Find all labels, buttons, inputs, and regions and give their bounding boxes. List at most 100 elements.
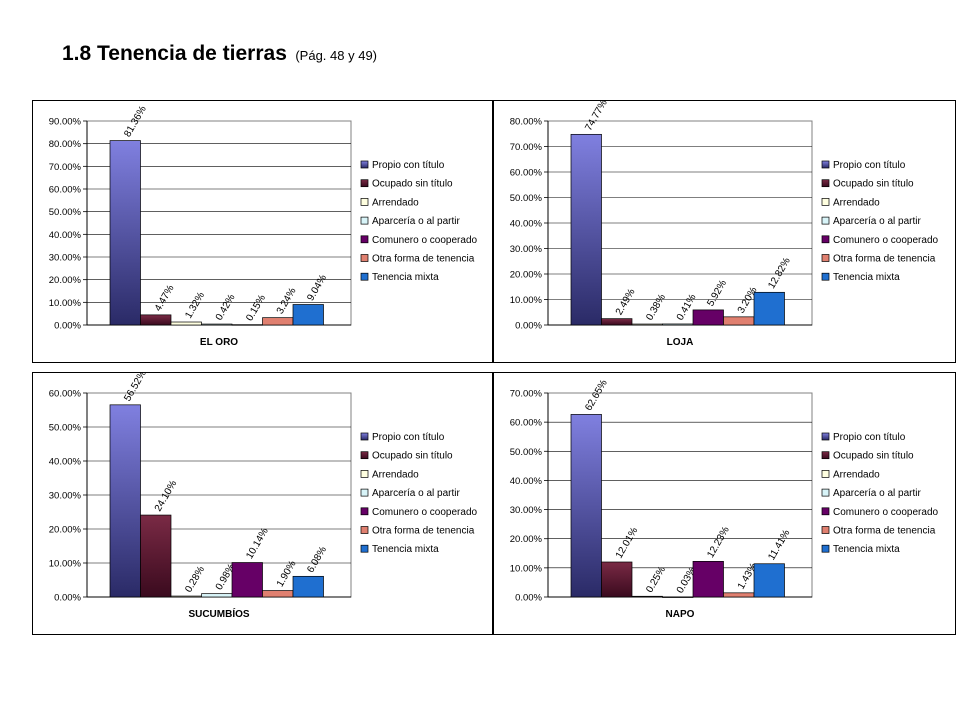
y-tick-label: 10.00% — [49, 298, 82, 309]
y-tick-label: 0.00% — [54, 593, 81, 604]
y-tick-label: 40.00% — [510, 219, 543, 230]
legend-swatch-mixta — [360, 544, 369, 553]
y-tick-label: 80.00% — [49, 139, 82, 150]
y-tick-label: 70.00% — [49, 162, 82, 173]
y-tick-label: 50.00% — [49, 423, 82, 434]
legend-label-arrendado: Arrendado — [833, 197, 880, 208]
legend-swatch-mixta — [821, 544, 830, 553]
legend-label-otra: Otra forma de tenencia — [372, 254, 475, 265]
x-axis-label: NAPO — [666, 609, 695, 620]
bar-arrendado — [631, 323, 663, 326]
legend-swatch-comunero — [360, 507, 369, 516]
legend-swatch-aparceria — [360, 216, 369, 225]
bar-comunero — [231, 324, 263, 326]
legend-swatch-comunero — [821, 235, 830, 244]
bar-aparceria — [662, 596, 694, 598]
legend-label-arrendado: Arrendado — [833, 469, 880, 480]
bar-propio — [570, 414, 602, 598]
legend-label-ocupado: Ocupado sin título — [833, 179, 914, 190]
chart-panel-loja: 0.00% 10.00% 20.00% 30.00% 40.00% 50.00% 60.00… — [493, 100, 956, 363]
legend-label-ocupado: Ocupado sin título — [372, 451, 453, 462]
legend-label-arrendado: Arrendado — [372, 469, 419, 480]
legend-swatch-otra — [821, 526, 830, 534]
bar-mixta — [292, 304, 324, 326]
bar-otra — [723, 592, 755, 598]
legend-label-comunero: Comunero o cooperado — [833, 507, 939, 518]
bar-arrendado — [170, 321, 202, 326]
page-title-text: 1.8 Tenencia de tierras — [62, 42, 287, 65]
legend-swatch-propio — [821, 160, 830, 169]
chart-el-oro: 0.00% 10.00% 20.00% 30.00% 40.00% 50.00% 60.00… — [49, 104, 478, 348]
legend-label-propio: Propio con título — [833, 160, 906, 171]
legend-label-mixta: Tenencia mixta — [372, 272, 439, 283]
legend-swatch-aparceria — [360, 488, 369, 497]
chart-loja: 0.00% 10.00% 20.00% 30.00% 40.00% 50.00% 60.00… — [510, 101, 939, 348]
legend-swatch-mixta — [360, 272, 369, 281]
legend-swatch-propio — [360, 432, 369, 441]
y-tick-label: 40.00% — [510, 476, 543, 487]
y-tick-label: 10.00% — [510, 295, 543, 306]
bar-arrendado — [170, 595, 202, 598]
y-tick-label: 70.00% — [510, 142, 543, 153]
y-tick-label: 50.00% — [510, 193, 543, 204]
legend-label-ocupado: Ocupado sin título — [833, 451, 914, 462]
y-tick-label: 20.00% — [510, 270, 543, 281]
y-tick-label: 60.00% — [49, 389, 82, 400]
legend-label-aparceria: Aparcería o al partir — [833, 488, 921, 499]
x-axis-label: SUCUMBÍOS — [188, 607, 249, 620]
bar-propio — [109, 140, 141, 326]
legend-swatch-arrendado — [821, 198, 830, 206]
bar-ocupado — [601, 318, 633, 326]
legend-label-propio: Propio con título — [372, 160, 445, 171]
y-tick-label: 30.00% — [49, 491, 82, 502]
y-tick-label: 10.00% — [49, 559, 82, 570]
bar-ocupado — [601, 561, 633, 598]
y-tick-label: 30.00% — [49, 253, 82, 264]
legend-swatch-arrendado — [360, 198, 369, 206]
y-tick-label: 0.00% — [54, 321, 81, 332]
bar-comunero — [692, 561, 724, 598]
legend-swatch-otra — [821, 254, 830, 262]
legend-label-propio: Propio con título — [372, 432, 445, 443]
y-tick-label: 50.00% — [510, 447, 543, 458]
y-tick-label: 40.00% — [49, 230, 82, 241]
legend-swatch-ocupado — [360, 179, 369, 188]
y-tick-label: 20.00% — [510, 534, 543, 545]
y-tick-label: 60.00% — [49, 185, 82, 196]
legend-swatch-comunero — [821, 507, 830, 516]
legend-label-arrendado: Arrendado — [372, 197, 419, 208]
legend-label-mixta: Tenencia mixta — [833, 272, 900, 283]
legend-label-mixta: Tenencia mixta — [833, 544, 900, 555]
bar-otra — [723, 316, 755, 326]
bar-aparceria — [662, 323, 694, 326]
legend-label-otra: Otra forma de tenencia — [833, 254, 936, 265]
y-tick-label: 40.00% — [49, 457, 82, 468]
bar-comunero — [692, 309, 724, 326]
y-tick-label: 20.00% — [49, 525, 82, 536]
y-tick-label: 0.00% — [515, 321, 542, 332]
bar-arrendado — [631, 595, 663, 598]
bar-otra — [262, 590, 294, 598]
bar-otra — [262, 317, 294, 326]
legend-label-comunero: Comunero o cooperado — [833, 235, 939, 246]
y-tick-label: 10.00% — [510, 563, 543, 574]
legend-label-aparceria: Aparcería o al partir — [833, 216, 921, 227]
y-tick-label: 30.00% — [510, 244, 543, 255]
y-tick-label: 30.00% — [510, 505, 543, 516]
legend-swatch-propio — [821, 432, 830, 441]
legend-swatch-otra — [360, 254, 369, 262]
legend-swatch-mixta — [821, 272, 830, 281]
y-tick-label: 90.00% — [49, 117, 82, 128]
bar-ocupado — [140, 514, 172, 598]
y-tick-label: 70.00% — [510, 389, 543, 400]
legend-label-aparceria: Aparcería o al partir — [372, 488, 460, 499]
bar-propio — [109, 404, 141, 598]
bar-comunero — [231, 562, 263, 598]
bar-aparceria — [201, 323, 233, 326]
chart-napo: 0.00% 10.00% 20.00% 30.00% 40.00% 50.00% 60.00… — [510, 378, 939, 620]
legend-swatch-aparceria — [821, 488, 830, 497]
bar-ocupado — [140, 314, 172, 326]
y-tick-label: 0.00% — [515, 593, 542, 604]
y-tick-label: 60.00% — [510, 418, 543, 429]
bar-mixta — [292, 575, 324, 598]
